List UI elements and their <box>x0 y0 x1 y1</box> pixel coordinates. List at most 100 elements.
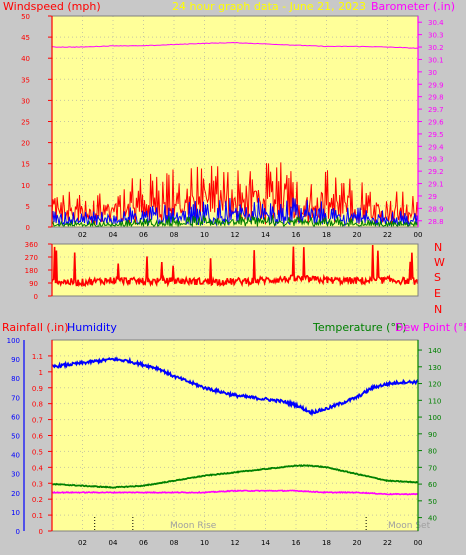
humidity-tick-label: 70 <box>11 394 20 402</box>
rainfall-tick-label: 0.2 <box>32 496 43 504</box>
x-tick-label: 00 <box>414 231 423 239</box>
humidity-tick-label: 20 <box>11 490 20 498</box>
wind-tick-label: 15 <box>21 161 30 169</box>
x-tick-label: 22 <box>383 231 392 239</box>
temperature-axis-title: Temperature (°F) <box>312 321 407 334</box>
gust-series <box>51 197 419 227</box>
temperature-tick-label: 100 <box>428 414 441 422</box>
barometer-tick-label: 29.4 <box>428 143 444 151</box>
wind-tick-label: 10 <box>21 182 30 190</box>
average-windspeed-series <box>51 212 419 228</box>
temperature-tick-label: 110 <box>428 397 441 405</box>
x-tick-label: 12 <box>231 231 240 239</box>
direction-label-n-top: N <box>434 241 442 254</box>
x-tick-label: 12 <box>231 539 240 547</box>
x-tick-label: 06 <box>139 539 148 547</box>
x-tick-label: 06 <box>139 231 148 239</box>
x-tick-label: 00 <box>414 539 423 547</box>
humidity-tick-label: 40 <box>11 452 20 460</box>
x-tick-label: 10 <box>200 231 209 239</box>
moon-rise-label: Moon Rise <box>170 521 217 531</box>
wind-direction-series <box>51 244 419 288</box>
barometer-tick-label: 30 <box>428 69 437 77</box>
wind-tick-label: 30 <box>21 97 30 105</box>
direction-label-w: W <box>434 256 445 269</box>
x-tick-label: 04 <box>109 539 118 547</box>
x-tick-label: 16 <box>292 231 301 239</box>
x-tick-label: 14 <box>261 539 270 547</box>
barometer-tick-label: 30.4 <box>428 19 444 27</box>
x-tick-label: 08 <box>170 539 179 547</box>
barometer-tick-label: 29.1 <box>428 181 444 189</box>
temperature-tick-label: 130 <box>428 364 441 372</box>
barometer-tick-label: 29.8 <box>428 94 444 102</box>
rainfall-tick-label: 0.6 <box>32 433 44 441</box>
wind-tick-label: 35 <box>21 76 30 84</box>
rainfall-axis-title: Rainfall (.in) <box>2 321 69 334</box>
rainfall-tick-label: 0.5 <box>32 448 43 456</box>
barometer-tick-label: 29.9 <box>428 81 444 89</box>
windspeed-axis-title: Windspeed (mph) <box>3 0 101 13</box>
barometer-tick-label: 28.8 <box>428 218 444 226</box>
chart-title: 24 hour graph data - June 21, 2023 <box>172 0 366 13</box>
temperature-tick-label: 40 <box>428 515 437 523</box>
x-tick-label: 14 <box>261 231 270 239</box>
barometer-axis-title: Barometer (.in) <box>371 0 455 13</box>
humidity-tick-label: 100 <box>7 337 20 345</box>
rainfall-tick-label: 0 <box>39 528 43 536</box>
wind-tick-label: 40 <box>21 55 30 63</box>
x-tick-label: 04 <box>109 231 118 239</box>
temperature-tick-label: 90 <box>428 431 437 439</box>
barometer-tick-label: 30.1 <box>428 56 444 64</box>
barometer-tick-label: 29.5 <box>428 131 444 139</box>
wind-tick-label: 5 <box>26 203 30 211</box>
top-plot-area <box>52 16 418 227</box>
humidity-tick-label: 60 <box>11 413 20 421</box>
temperature-tick-label: 80 <box>428 448 437 456</box>
humidity-tick-label: 30 <box>11 471 20 479</box>
humidity-axis-title: Humidity <box>67 321 117 334</box>
x-tick-label: 02 <box>78 539 87 547</box>
temperature-tick-label: 70 <box>428 464 437 472</box>
rainfall-tick-label: 0.7 <box>32 417 43 425</box>
wind-tick-label: 20 <box>21 140 30 148</box>
x-tick-label: 22 <box>383 539 392 547</box>
x-tick-label: 10 <box>200 539 209 547</box>
barometer-tick-label: 28.9 <box>428 205 444 213</box>
humidity-series <box>52 356 419 417</box>
dew-point-series <box>51 489 419 496</box>
barometer-tick-label: 30.3 <box>428 32 444 40</box>
dewpoint-axis-title: Dew Point (°F) <box>395 321 466 334</box>
temperature-tick-label: 50 <box>428 498 437 506</box>
wind-tick-label: 0 <box>26 224 30 232</box>
x-tick-label: 08 <box>170 231 179 239</box>
x-tick-label: 18 <box>322 231 331 239</box>
rainfall-tick-label: 0.3 <box>32 480 43 488</box>
direction-tick-label: 360 <box>25 241 38 249</box>
barometer-tick-label: 29.3 <box>428 156 444 164</box>
humidity-tick-label: 10 <box>11 509 20 517</box>
rainfall-tick-label: 1.1 <box>32 353 43 361</box>
wind-tick-label: 50 <box>21 13 30 21</box>
direction-tick-label: 0 <box>34 293 38 301</box>
x-tick-label: 16 <box>292 539 301 547</box>
x-tick-label: 20 <box>353 231 362 239</box>
direction-label-s: S <box>434 271 441 284</box>
temperature-tick-label: 140 <box>428 347 441 355</box>
direction-tick-label: 270 <box>25 254 38 262</box>
direction-tick-label: 180 <box>25 267 38 275</box>
wind-tick-label: 25 <box>21 119 30 127</box>
direction-label-n-bottom: N <box>434 303 442 316</box>
x-tick-label: 02 <box>78 231 87 239</box>
barometer-tick-label: 29.7 <box>428 106 444 114</box>
barometer-tick-label: 29 <box>428 193 437 201</box>
direction-label-e: E <box>434 287 441 300</box>
temperature-series <box>51 464 419 489</box>
x-tick-label: 18 <box>322 539 331 547</box>
rainfall-tick-label: 0.1 <box>32 512 43 520</box>
barometer-tick-label: 29.2 <box>428 168 444 176</box>
moon-set-label: Moon Set <box>388 521 431 531</box>
humidity-tick-label: 90 <box>11 356 20 364</box>
humidity-tick-label: 50 <box>11 433 20 441</box>
